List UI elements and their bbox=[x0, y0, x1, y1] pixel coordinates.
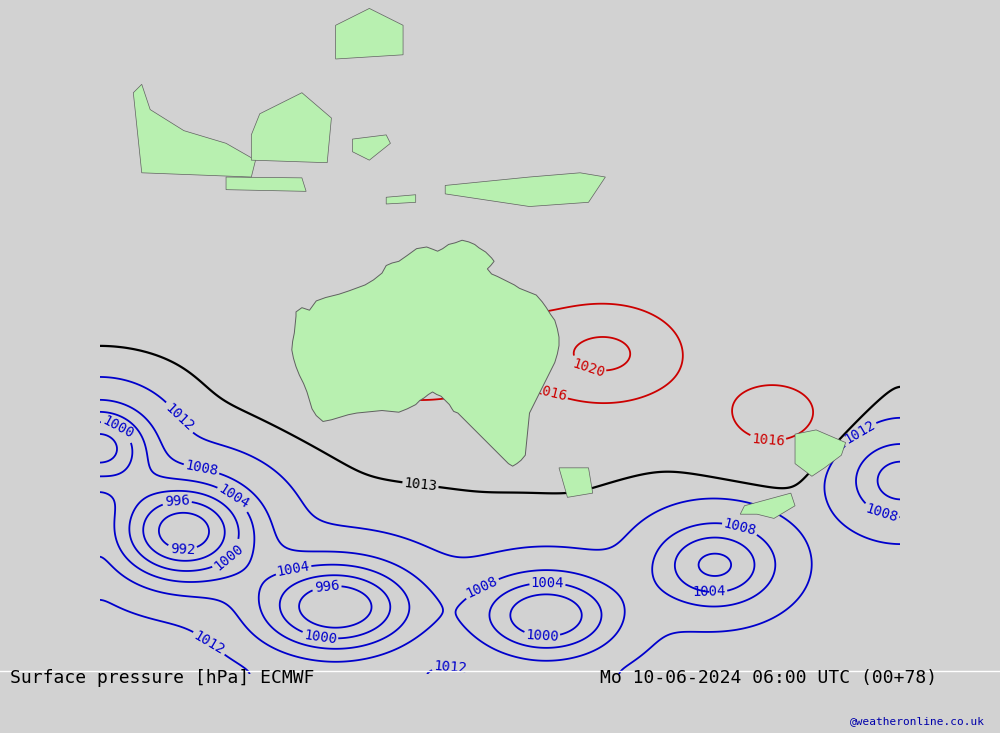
Polygon shape bbox=[133, 84, 256, 177]
Polygon shape bbox=[795, 430, 846, 476]
Text: 996: 996 bbox=[314, 578, 340, 594]
Polygon shape bbox=[336, 8, 403, 59]
Text: 1000: 1000 bbox=[525, 628, 559, 644]
Text: 1008: 1008 bbox=[863, 502, 900, 526]
Text: 1012: 1012 bbox=[433, 659, 467, 675]
Text: 1008: 1008 bbox=[464, 574, 500, 601]
Text: 1008: 1008 bbox=[722, 516, 758, 538]
Text: 1004: 1004 bbox=[276, 559, 311, 579]
Polygon shape bbox=[251, 93, 331, 163]
Text: @weatheronline.co.uk: @weatheronline.co.uk bbox=[850, 715, 985, 726]
Polygon shape bbox=[386, 195, 416, 204]
Text: 1012: 1012 bbox=[163, 401, 197, 434]
Text: Mo 10-06-2024 06:00 UTC (00+78): Mo 10-06-2024 06:00 UTC (00+78) bbox=[600, 669, 937, 687]
Text: 992: 992 bbox=[170, 542, 195, 557]
Text: 1004: 1004 bbox=[531, 575, 564, 590]
Text: 1008: 1008 bbox=[184, 458, 219, 479]
Text: 996: 996 bbox=[164, 493, 190, 509]
Text: 1012: 1012 bbox=[842, 418, 878, 447]
Text: 1000: 1000 bbox=[303, 627, 338, 647]
Text: 1004: 1004 bbox=[216, 482, 252, 512]
Polygon shape bbox=[740, 493, 795, 518]
Polygon shape bbox=[292, 240, 559, 466]
Polygon shape bbox=[226, 177, 306, 191]
Text: Surface pressure [hPa] ECMWF: Surface pressure [hPa] ECMWF bbox=[10, 669, 314, 687]
Polygon shape bbox=[445, 173, 605, 207]
Text: 1000: 1000 bbox=[100, 413, 136, 441]
Text: 1000: 1000 bbox=[211, 541, 246, 573]
Polygon shape bbox=[352, 135, 390, 160]
Text: 1013: 1013 bbox=[403, 476, 438, 493]
Text: 1020: 1020 bbox=[420, 363, 455, 382]
Text: 1020: 1020 bbox=[570, 356, 606, 380]
Text: 1016: 1016 bbox=[532, 383, 568, 404]
Text: 1016: 1016 bbox=[751, 432, 785, 449]
Text: 1012: 1012 bbox=[191, 628, 227, 658]
Text: 1004: 1004 bbox=[692, 584, 726, 600]
Polygon shape bbox=[559, 468, 593, 498]
